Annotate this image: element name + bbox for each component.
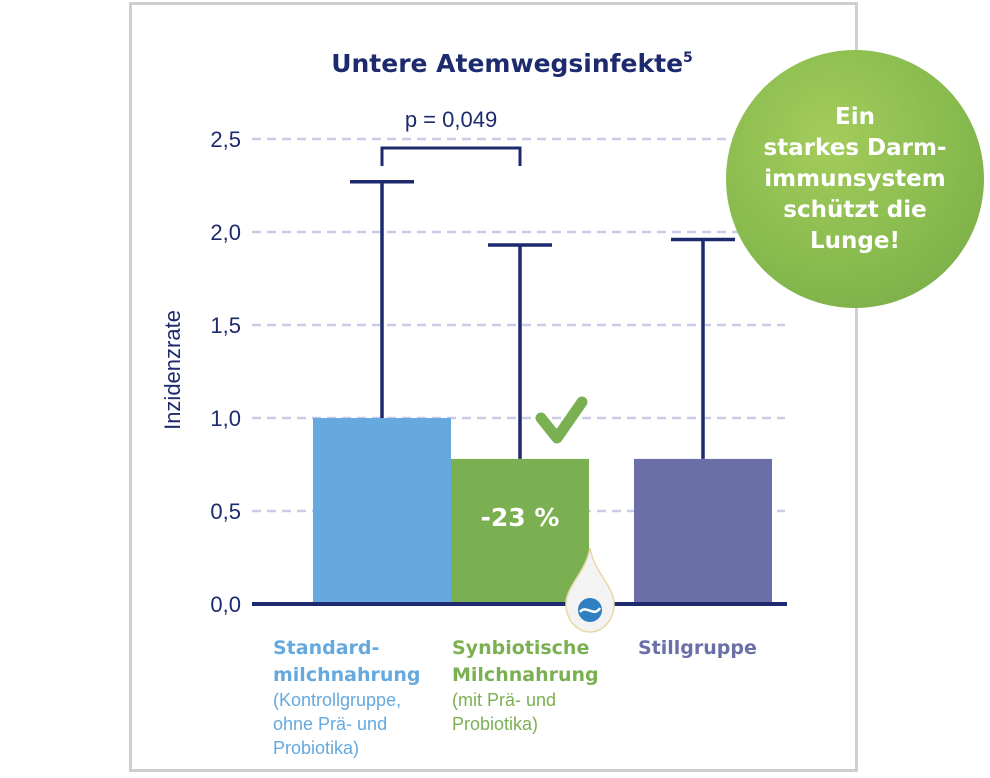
y-axis-label: Inzidenzrate: [160, 310, 185, 430]
claim-badge: Ein starkes Darm- immunsystem schützt di…: [726, 50, 984, 308]
category-note: Probiotika): [273, 738, 359, 758]
badge-line: schützt die: [783, 196, 927, 223]
significance-bracket: [380, 146, 522, 166]
checkmark-icon: [535, 396, 588, 444]
chart-title: Untere Atemwegsinfekte5: [331, 49, 693, 78]
y-tick-label: 2,0: [210, 220, 241, 245]
p-value-label: p = 0,049: [405, 107, 497, 132]
y-tick-label: 0,5: [210, 499, 241, 524]
category-label: Milchnahrung: [452, 664, 599, 686]
badge-line: starkes Darm-: [763, 134, 947, 161]
badge-line: Ein: [835, 103, 875, 130]
category-label: milchnahrung: [273, 664, 421, 686]
y-tick-label: 0,0: [210, 592, 241, 617]
category-note: (Kontrollgruppe,: [273, 690, 401, 710]
category-note: Probiotika): [452, 714, 538, 734]
bar: [634, 458, 772, 604]
category-label: Standard-: [273, 637, 379, 659]
bar: [313, 418, 451, 604]
y-tick-label: 1,5: [210, 313, 241, 338]
badge-text: Ein starkes Darm- immunsystem schützt di…: [750, 102, 960, 257]
bar: [451, 458, 589, 604]
bar-value-label: -23 %: [481, 503, 560, 532]
category-note: ohne Prä- und: [273, 714, 387, 734]
category-label: Stillgruppe: [638, 637, 757, 659]
category-label: Synbiotische: [452, 637, 589, 659]
badge-line: Lunge!: [810, 227, 900, 254]
badge-line: immunsystem: [764, 165, 946, 192]
y-tick-label: 2,5: [210, 127, 241, 152]
droplet-logo-icon: [565, 547, 615, 633]
category-note: (mit Prä- und: [452, 690, 556, 710]
y-tick-label: 1,0: [210, 406, 241, 431]
